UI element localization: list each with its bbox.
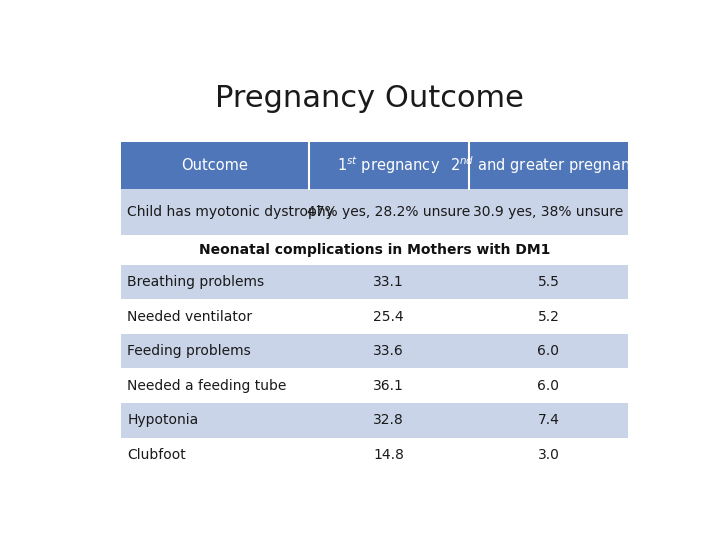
Text: 6.0: 6.0 [538, 344, 559, 358]
Bar [469, 299, 629, 334]
Bar [469, 403, 629, 438]
Bar [309, 141, 469, 188]
Text: 14.8: 14.8 [373, 448, 404, 462]
Text: Feeding problems: Feeding problems [127, 344, 251, 358]
Text: 36.1: 36.1 [373, 379, 404, 393]
Text: Child has myotonic dystrophy: Child has myotonic dystrophy [127, 205, 334, 219]
Text: 5.5: 5.5 [538, 275, 559, 289]
Bar [121, 299, 309, 334]
Bar [469, 141, 629, 188]
Bar [121, 334, 309, 368]
Text: Outcome: Outcome [181, 158, 248, 173]
Text: Pregnancy Outcome: Pregnancy Outcome [215, 84, 523, 112]
Bar [309, 299, 469, 334]
Bar [309, 265, 469, 299]
Bar [121, 188, 309, 235]
Bar [121, 141, 309, 188]
Bar [469, 368, 629, 403]
Text: Neonatal complications in Mothers with DM1: Neonatal complications in Mothers with D… [199, 243, 550, 257]
Text: 32.8: 32.8 [373, 414, 404, 427]
Text: 25.4: 25.4 [373, 309, 404, 323]
Text: $2^{nd}$ and greater pregnancy: $2^{nd}$ and greater pregnancy [450, 154, 647, 176]
Bar [309, 403, 469, 438]
Text: Breathing problems: Breathing problems [127, 275, 264, 289]
Bar [469, 265, 629, 299]
Text: Clubfoot: Clubfoot [127, 448, 186, 462]
Bar [309, 334, 469, 368]
Text: Hypotonia: Hypotonia [127, 414, 199, 427]
Text: 3.0: 3.0 [538, 448, 559, 462]
Bar [309, 188, 469, 235]
Text: 7.4: 7.4 [538, 414, 559, 427]
Bar [469, 188, 629, 235]
Text: 5.2: 5.2 [538, 309, 559, 323]
Bar [121, 368, 309, 403]
Bar [121, 265, 309, 299]
Bar [469, 334, 629, 368]
Text: 6.0: 6.0 [538, 379, 559, 393]
Text: 47% yes, 28.2% unsure: 47% yes, 28.2% unsure [307, 205, 470, 219]
Text: Needed a feeding tube: Needed a feeding tube [127, 379, 287, 393]
Bar [121, 438, 309, 472]
Text: Needed ventilator: Needed ventilator [127, 309, 253, 323]
Text: 33.6: 33.6 [373, 344, 404, 358]
Text: 33.1: 33.1 [373, 275, 404, 289]
Bar [309, 368, 469, 403]
Bar [121, 403, 309, 438]
Bar [469, 438, 629, 472]
Text: $1^{st}$ pregnancy: $1^{st}$ pregnancy [337, 154, 440, 176]
Bar [121, 235, 629, 265]
Text: 30.9 yes, 38% unsure: 30.9 yes, 38% unsure [473, 205, 624, 219]
Bar [309, 438, 469, 472]
